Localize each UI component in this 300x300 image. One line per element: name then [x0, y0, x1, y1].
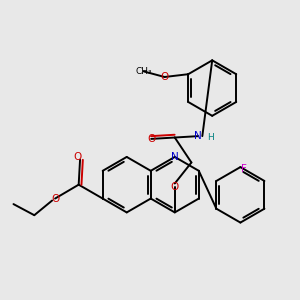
- Text: F: F: [242, 164, 247, 174]
- Text: O: O: [147, 134, 155, 144]
- Text: O: O: [171, 182, 179, 193]
- Text: CH₃: CH₃: [136, 67, 152, 76]
- Text: O: O: [160, 72, 169, 82]
- Text: N: N: [171, 152, 178, 162]
- Text: N: N: [194, 131, 202, 141]
- Text: O: O: [73, 152, 81, 162]
- Text: H: H: [208, 133, 214, 142]
- Text: O: O: [51, 194, 59, 203]
